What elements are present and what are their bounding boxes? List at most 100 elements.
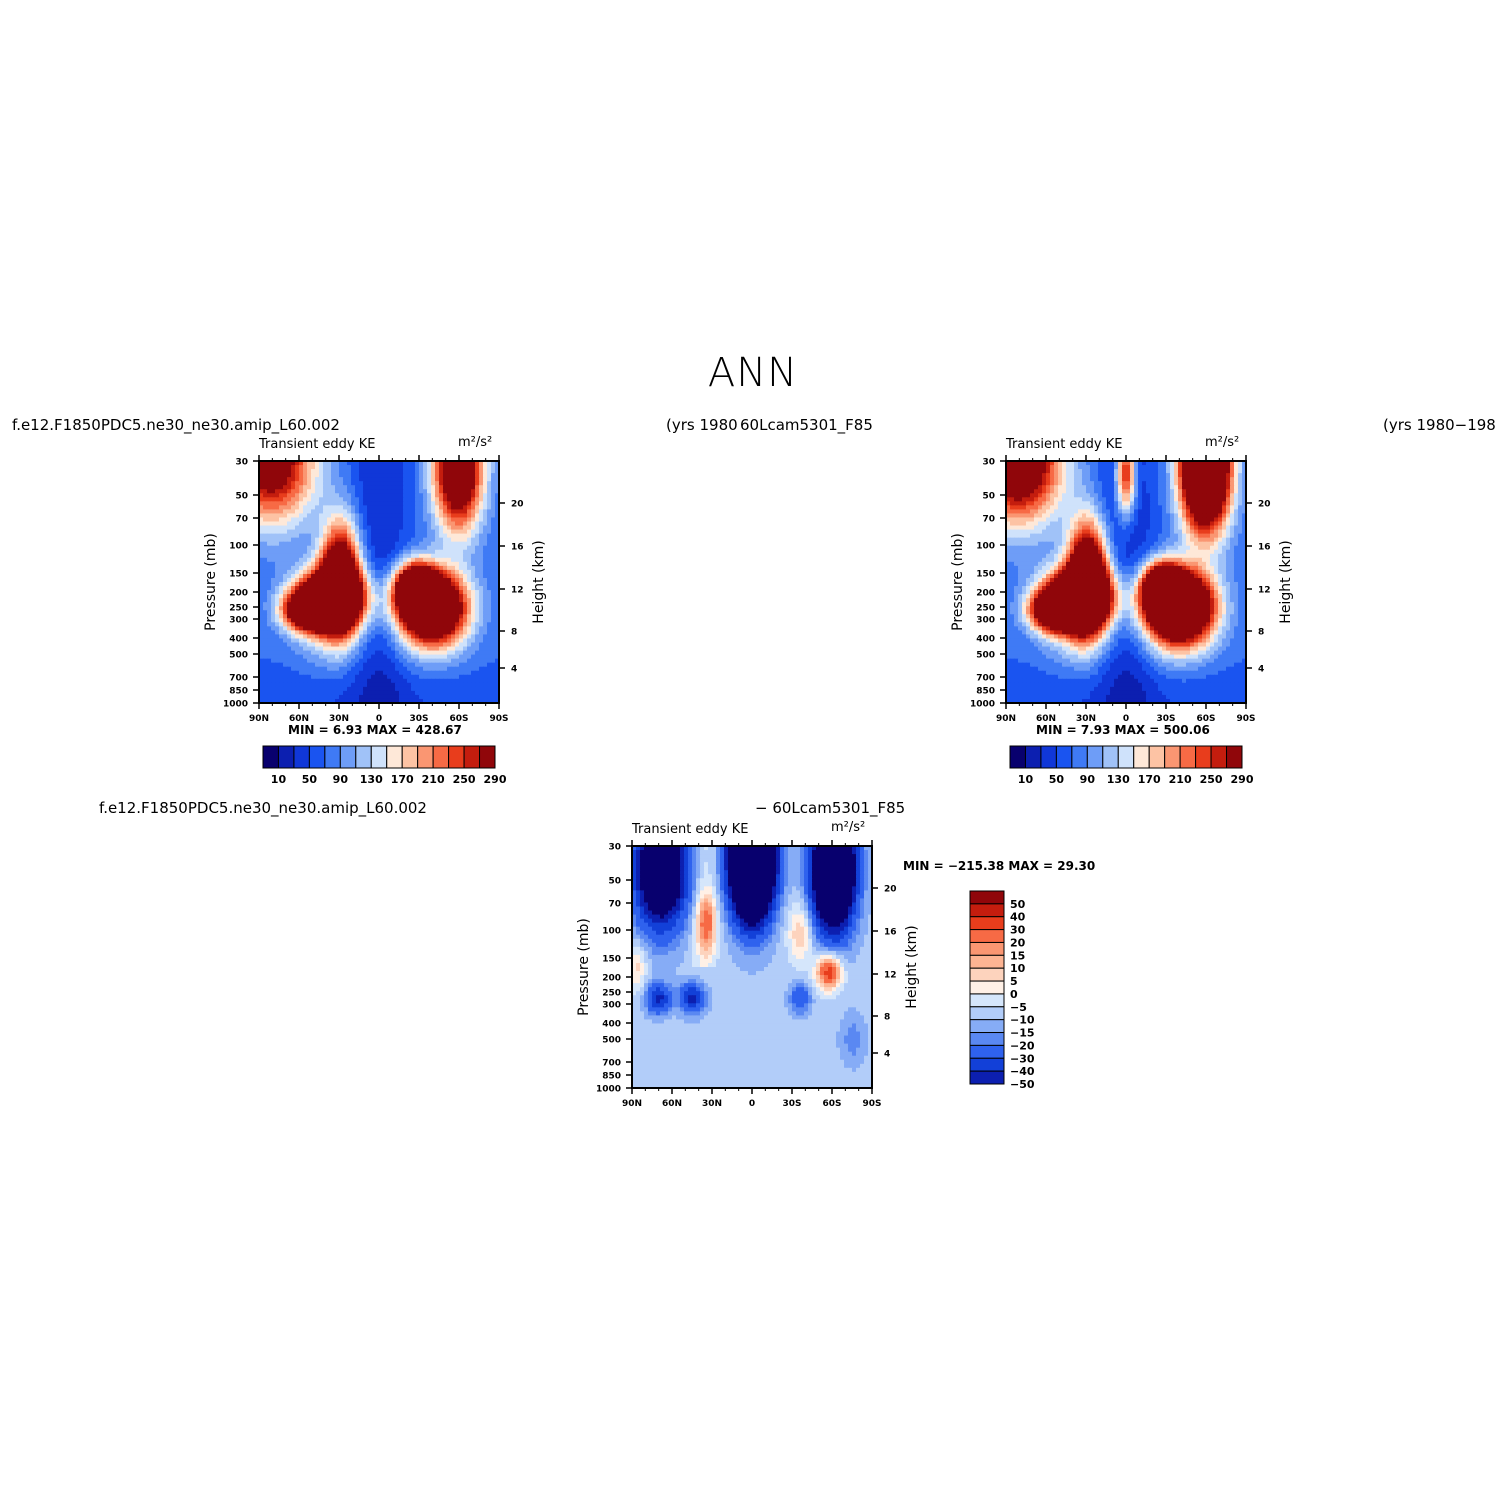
field-cell: [1066, 473, 1071, 478]
field-cell: [311, 565, 316, 571]
field-cell: [495, 513, 500, 519]
field-cell: [1062, 509, 1067, 515]
field-cell: [267, 642, 272, 648]
field-cell: [1038, 521, 1043, 527]
field-cell: [403, 626, 408, 631]
field-cell: [395, 565, 400, 571]
field-cell: [1014, 489, 1019, 494]
field-cell: [1202, 525, 1207, 531]
field-cell: [451, 545, 456, 551]
field-cell: [319, 670, 324, 676]
field-cell: [459, 549, 464, 555]
field-cell: [363, 634, 368, 640]
field-cell: [363, 549, 368, 555]
field-cell: [407, 614, 412, 619]
field-cell: [295, 485, 300, 490]
field-cell: [383, 565, 388, 571]
field-cell: [1022, 533, 1027, 539]
field-cell: [319, 529, 324, 535]
field-cell: [435, 618, 440, 623]
field-cell: [1018, 493, 1023, 498]
field-cell: [355, 481, 360, 486]
field-cell: [431, 674, 436, 680]
field-cell: [311, 569, 316, 575]
field-cell: [495, 582, 500, 587]
field-cell: [291, 642, 296, 648]
field-cell: [1014, 461, 1019, 466]
field-cell: [323, 634, 328, 640]
field-cell: [407, 569, 412, 575]
field-cell: [1018, 541, 1023, 547]
field-cell: [347, 602, 352, 607]
field-cell: [1006, 481, 1011, 486]
field-cell: [339, 485, 344, 490]
field-cell: [259, 610, 264, 615]
field-cell: [423, 582, 428, 587]
field-cell: [1118, 509, 1123, 515]
field-cell: [339, 606, 344, 611]
field-cell: [1142, 537, 1147, 543]
field-cell: [1030, 485, 1035, 490]
field-cell: [435, 565, 440, 571]
field-cell: [399, 577, 404, 583]
field-cell: [355, 521, 360, 527]
field-cell: [263, 493, 268, 498]
field-cell: [1026, 461, 1031, 466]
field-cell: [1178, 529, 1183, 535]
field-cell: [275, 670, 280, 676]
field-cell: [335, 678, 340, 684]
field-cell: [271, 521, 276, 527]
field-cell: [1182, 493, 1187, 498]
field-cell: [1214, 465, 1219, 470]
field-cell: [1038, 505, 1043, 510]
field-cell: [1030, 497, 1035, 502]
field-cell: [1190, 493, 1195, 498]
field-cell: [419, 577, 424, 583]
field-cell: [307, 670, 312, 676]
field-cell: [295, 686, 300, 692]
field-cell: [335, 586, 340, 591]
field-cell: [279, 473, 284, 478]
field-cell: [295, 658, 300, 664]
field-cell: [299, 634, 304, 640]
field-cell: [411, 618, 416, 623]
field-cell: [451, 650, 456, 656]
field-cell: [347, 590, 352, 595]
field-cell: [307, 630, 312, 636]
field-cell: [1026, 497, 1031, 502]
field-cell: [403, 541, 408, 547]
field-cell: [343, 598, 348, 603]
field-cell: [1134, 469, 1139, 474]
field-cell: [463, 678, 468, 684]
field-cell: [359, 646, 364, 652]
field-cell: [459, 493, 464, 498]
field-cell: [1114, 537, 1119, 543]
field-cell: [351, 557, 356, 563]
field-cell: [471, 642, 476, 648]
field-cell: [467, 630, 472, 636]
field-cell: [395, 694, 400, 700]
colorbar-box: [262, 745, 279, 769]
field-cell: [491, 634, 496, 640]
field-cell: [1198, 493, 1203, 498]
field-cell: [467, 614, 472, 619]
field-cell: [459, 497, 464, 502]
field-cell: [1122, 529, 1127, 535]
field-cell: [343, 618, 348, 623]
field-cell: [383, 678, 388, 684]
field-cell: [475, 654, 480, 660]
field-cell: [291, 654, 296, 660]
field-cell: [431, 521, 436, 527]
field-cell: [303, 517, 308, 523]
field-cell: [415, 461, 420, 466]
field-cell: [351, 485, 356, 490]
field-cell: [383, 509, 388, 515]
field-cell: [335, 674, 340, 680]
field-cell: [1178, 461, 1183, 466]
field-cell: [431, 630, 436, 636]
field-cell: [447, 569, 452, 575]
field-cell: [399, 533, 404, 539]
field-cell: [371, 682, 376, 688]
field-cell: [1178, 493, 1183, 498]
field-cell: [311, 690, 316, 696]
